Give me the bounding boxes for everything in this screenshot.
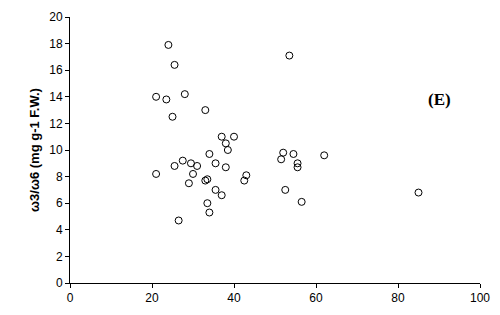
svg-text:12: 12 xyxy=(49,117,63,131)
svg-text:4: 4 xyxy=(56,223,63,237)
svg-text:20: 20 xyxy=(145,291,159,305)
svg-text:60: 60 xyxy=(309,291,323,305)
svg-text:80: 80 xyxy=(391,291,405,305)
svg-text:(E): (E) xyxy=(428,90,451,109)
svg-text:0: 0 xyxy=(67,291,74,305)
svg-text:40: 40 xyxy=(227,291,241,305)
svg-text:14: 14 xyxy=(49,90,63,104)
svg-text:20: 20 xyxy=(49,10,63,24)
svg-text:0: 0 xyxy=(56,276,63,290)
svg-text:100: 100 xyxy=(470,291,490,305)
svg-text:ω3/ω6 (mg g-1 F.W.): ω3/ω6 (mg g-1 F.W.) xyxy=(27,88,42,212)
svg-text:10: 10 xyxy=(49,143,63,157)
svg-text:6: 6 xyxy=(56,196,63,210)
svg-text:18: 18 xyxy=(49,37,63,51)
svg-text:8: 8 xyxy=(56,170,63,184)
svg-text:16: 16 xyxy=(49,63,63,77)
svg-text:2: 2 xyxy=(56,250,63,264)
